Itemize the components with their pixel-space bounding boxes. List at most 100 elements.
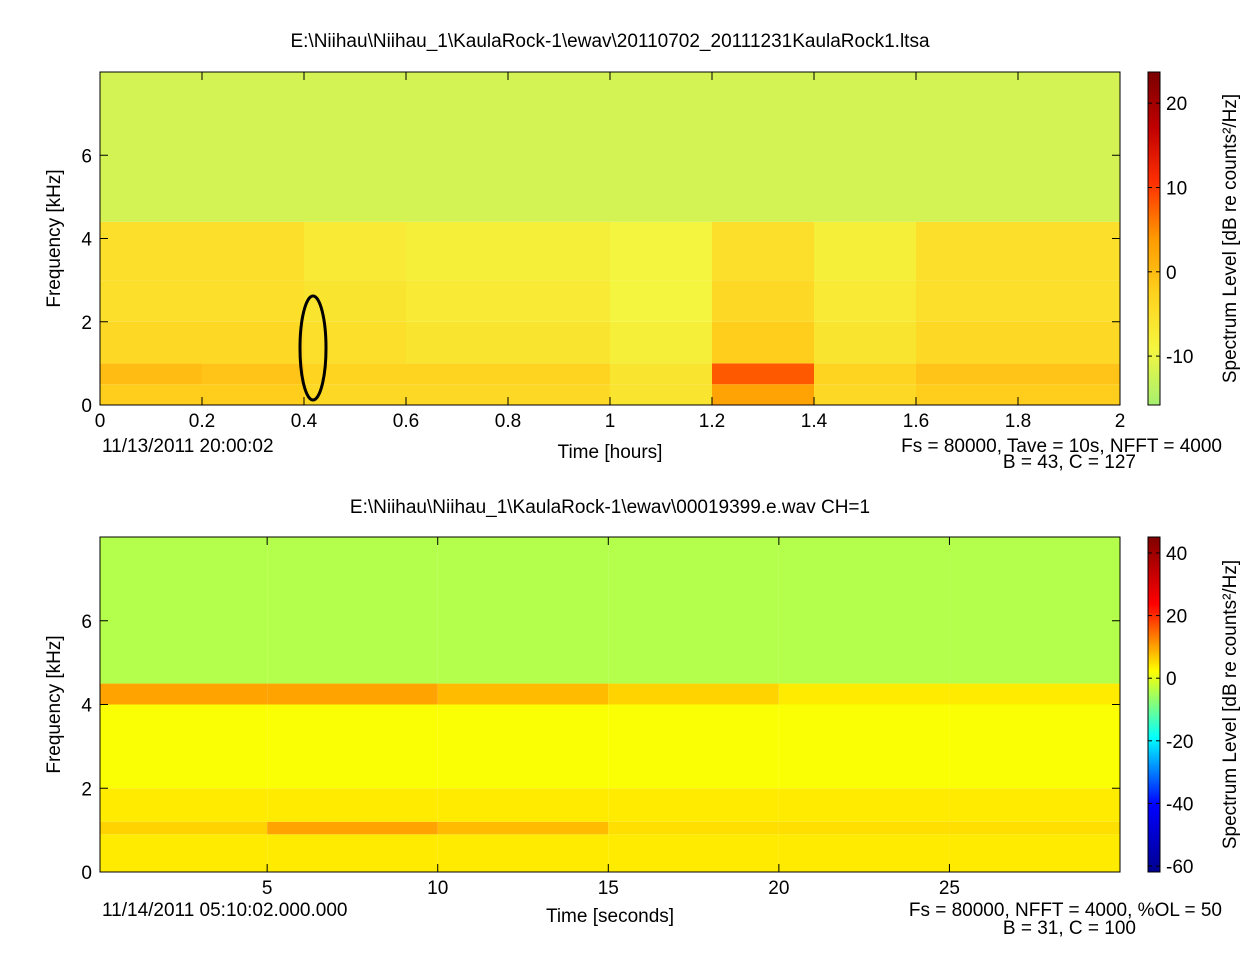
heat-cell bbox=[100, 280, 202, 322]
heat-cell bbox=[100, 704, 268, 789]
heat-cell bbox=[949, 704, 1120, 789]
x-tick-label: 0.8 bbox=[495, 411, 521, 432]
heat-cell bbox=[610, 363, 712, 385]
annotation-params: Fs = 80000, NFFT = 4000, %OL = 50 bbox=[909, 900, 1222, 921]
heat-cell bbox=[202, 384, 304, 405]
heat-cell bbox=[406, 280, 508, 322]
heat-cell bbox=[608, 704, 779, 789]
heat-cell bbox=[778, 821, 950, 835]
heat-cell bbox=[437, 834, 609, 872]
heat-cell bbox=[267, 821, 438, 835]
heat-cell bbox=[1018, 363, 1120, 385]
heat-cell bbox=[508, 280, 610, 322]
heat-cell bbox=[100, 363, 202, 385]
x-tick-label: 0.4 bbox=[291, 411, 318, 432]
heat-cell bbox=[100, 321, 202, 364]
x-tick-label: 25 bbox=[939, 878, 960, 899]
heat-cell bbox=[814, 280, 916, 322]
heat-cell bbox=[202, 221, 304, 281]
highlight-ellipse bbox=[298, 294, 328, 402]
colorbar-tick-label: 40 bbox=[1166, 544, 1187, 565]
heat-cell bbox=[778, 537, 950, 684]
heat-cell bbox=[100, 221, 202, 281]
heat-cell bbox=[100, 683, 268, 705]
heat-cell bbox=[1018, 384, 1120, 405]
heat-cell bbox=[916, 363, 1018, 385]
y-axis-label: Frequency [kHz] bbox=[44, 169, 65, 307]
heat-cell bbox=[712, 221, 814, 281]
chart-title: E:\Niihau\Niihau_1\KaulaRock-1\ewav\2011… bbox=[290, 31, 929, 52]
heat-cell bbox=[304, 363, 406, 385]
colorbar-tick-label: 0 bbox=[1166, 263, 1177, 284]
colorbar-tick-label: -40 bbox=[1166, 794, 1193, 815]
x-tick-label: 1.2 bbox=[699, 411, 725, 432]
heat-cell bbox=[100, 72, 202, 222]
heat-cell bbox=[712, 384, 814, 405]
x-axis-label: Time [hours] bbox=[558, 442, 663, 463]
heat-cell bbox=[712, 321, 814, 364]
heat-cell bbox=[1018, 321, 1120, 364]
heat-cell bbox=[916, 221, 1018, 281]
colorbar bbox=[1147, 536, 1161, 873]
chart-title: E:\Niihau\Niihau_1\KaulaRock-1\ewav\0001… bbox=[350, 497, 870, 518]
heat-cell bbox=[610, 72, 712, 222]
colorbar-label: Spectrum Level [dB re counts²/Hz] bbox=[1220, 94, 1241, 383]
colorbar-tick-label: 10 bbox=[1166, 178, 1187, 199]
heat-cell bbox=[916, 321, 1018, 364]
heat-cell bbox=[267, 834, 438, 872]
colorbar-tick-label: 0 bbox=[1166, 669, 1177, 690]
x-axis-label: Time [seconds] bbox=[546, 906, 674, 927]
colorbar-tick-label: -60 bbox=[1166, 857, 1193, 878]
heat-cell bbox=[202, 280, 304, 322]
heat-cell bbox=[100, 821, 268, 835]
heat-cell bbox=[1018, 72, 1120, 222]
heat-cell bbox=[267, 683, 438, 705]
heat-cell bbox=[949, 683, 1120, 705]
heat-cell bbox=[100, 834, 268, 872]
heat-cell bbox=[916, 280, 1018, 322]
x-tick-label: 1.6 bbox=[903, 411, 929, 432]
heat-cell bbox=[508, 221, 610, 281]
colorbar-tick-label: 20 bbox=[1166, 607, 1187, 628]
heat-cell bbox=[608, 821, 779, 835]
heat-cell bbox=[100, 788, 268, 822]
heat-cell bbox=[508, 72, 610, 222]
heat-cell bbox=[100, 537, 268, 684]
x-tick-label: 5 bbox=[262, 878, 273, 899]
x-tick-label: 0 bbox=[95, 411, 106, 432]
heat-cell bbox=[608, 788, 779, 822]
x-tick-label: 1 bbox=[605, 411, 616, 432]
heat-cell bbox=[202, 321, 304, 364]
heat-cell bbox=[202, 363, 304, 385]
y-tick-label: 4 bbox=[81, 696, 92, 717]
heat-cell bbox=[814, 221, 916, 281]
heat-cell bbox=[778, 683, 950, 705]
heat-cell bbox=[437, 788, 609, 822]
heat-cell bbox=[949, 834, 1120, 872]
heat-cell bbox=[406, 221, 508, 281]
x-tick-label: 0.2 bbox=[189, 411, 215, 432]
heat-cell bbox=[437, 821, 609, 835]
heat-cell bbox=[949, 821, 1120, 835]
annotation-date: 11/13/2011 20:00:02 bbox=[102, 436, 274, 457]
heat-cell bbox=[814, 321, 916, 364]
heat-cell bbox=[778, 834, 950, 872]
heat-cell bbox=[610, 384, 712, 405]
heat-cell bbox=[100, 384, 202, 405]
heat-cell bbox=[712, 72, 814, 222]
heat-cell bbox=[1018, 221, 1120, 281]
heat-cell bbox=[949, 788, 1120, 822]
y-tick-label: 6 bbox=[81, 146, 92, 167]
heat-cell bbox=[406, 363, 508, 385]
heat-cell bbox=[267, 537, 438, 684]
heat-cell bbox=[267, 788, 438, 822]
heat-cell bbox=[610, 221, 712, 281]
heat-cell bbox=[304, 221, 406, 281]
x-tick-label: 0.6 bbox=[393, 411, 419, 432]
heat-cell bbox=[508, 321, 610, 364]
heat-cell bbox=[508, 363, 610, 385]
heat-cell bbox=[778, 788, 950, 822]
heat-cell bbox=[437, 537, 609, 684]
